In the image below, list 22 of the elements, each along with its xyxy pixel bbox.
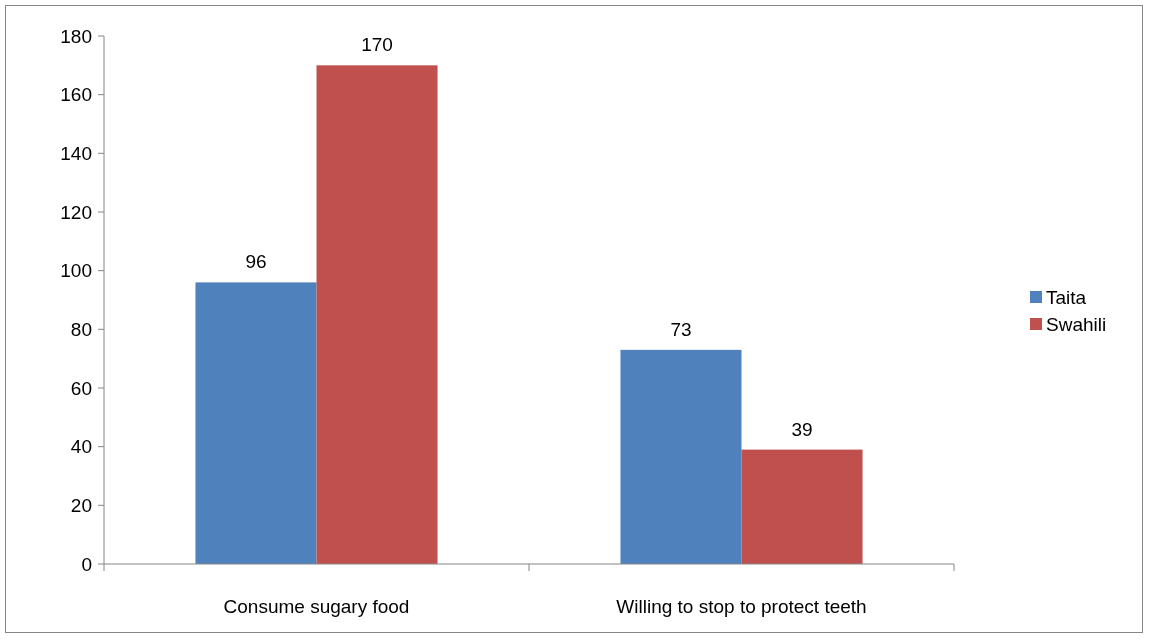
y-tick-label: 140 — [60, 142, 92, 164]
data-label: 96 — [245, 251, 267, 273]
bar — [316, 65, 438, 564]
y-tick-label: 80 — [70, 318, 92, 340]
y-tick-label: 60 — [70, 377, 92, 399]
y-tick-label: 100 — [60, 260, 92, 282]
bar — [741, 449, 863, 564]
legend-label: Taita — [1046, 286, 1087, 308]
y-tick-label: 180 — [60, 25, 92, 47]
y-tick-label: 20 — [70, 494, 92, 516]
bar — [195, 282, 317, 564]
data-label: 170 — [361, 34, 393, 56]
legend-label: Swahili — [1046, 313, 1107, 335]
y-tick-label: 40 — [70, 436, 92, 458]
data-label: 39 — [791, 418, 813, 440]
bar — [620, 349, 742, 564]
data-label: 73 — [670, 318, 692, 340]
y-tick-label: 160 — [60, 84, 92, 106]
x-tick-label: Willing to stop to protect teeth — [616, 596, 867, 617]
x-tick-label: Consume sugary food — [223, 596, 410, 617]
y-tick-label: 120 — [60, 201, 92, 223]
y-tick-label: 0 — [81, 553, 92, 575]
